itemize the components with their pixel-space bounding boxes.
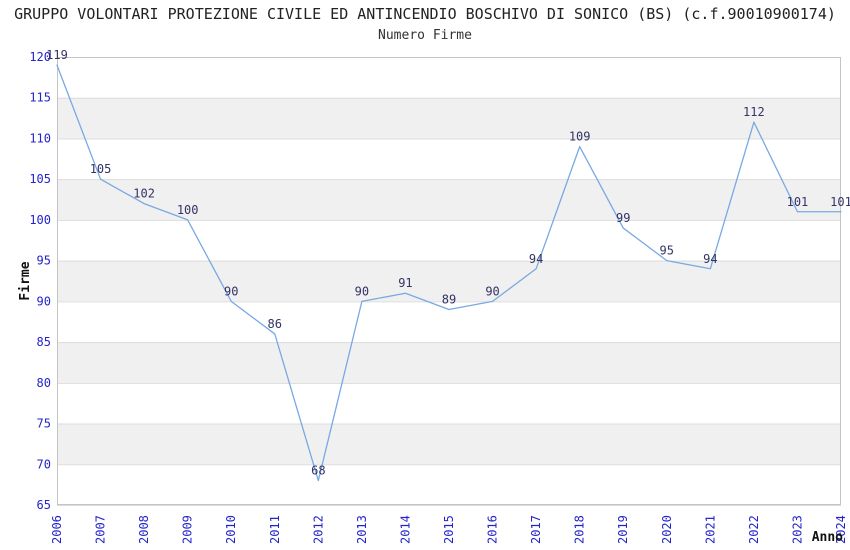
- plot-band: [57, 219, 841, 261]
- data-point-label: 91: [398, 276, 412, 290]
- plot-band: [57, 57, 841, 98]
- x-axis-title: Anno: [812, 530, 843, 545]
- y-axis-title: Firme: [18, 261, 33, 300]
- x-tick-label: 2013: [355, 515, 369, 544]
- chart-title: GRUPPO VOLONTARI PROTEZIONE CIVILE ED AN…: [14, 5, 836, 23]
- y-tick-label: 80: [37, 376, 51, 390]
- data-point-label: 95: [660, 244, 674, 258]
- y-tick-label: 120: [29, 50, 51, 64]
- plot-band: [57, 423, 841, 465]
- data-point-label: 100: [177, 203, 199, 217]
- y-tick-label: 110: [29, 131, 51, 145]
- x-tick-label: 2021: [703, 515, 717, 544]
- y-tick-label: 90: [37, 294, 51, 308]
- x-tick-label: 2019: [616, 515, 630, 544]
- plot-band: [57, 464, 841, 505]
- data-point-label: 101: [830, 195, 850, 209]
- x-tick-label: 2020: [660, 515, 674, 544]
- x-tick-label: 2012: [311, 515, 325, 544]
- y-tick-label: 100: [29, 213, 51, 227]
- x-tick-label: 2015: [442, 515, 456, 544]
- x-tick-label: 2017: [529, 515, 543, 544]
- y-tick-label: 70: [37, 457, 51, 471]
- data-point-label: 112: [743, 105, 765, 119]
- x-tick-label: 2011: [268, 515, 282, 544]
- x-tick-label: 2022: [747, 515, 761, 544]
- y-tick-label: 95: [37, 254, 51, 268]
- data-point-label: 109: [569, 130, 591, 144]
- plot-border: [57, 57, 841, 505]
- x-tick-label: 2016: [486, 515, 500, 544]
- chart-subtitle: Numero Firme: [378, 28, 472, 43]
- x-tick-label: 2018: [573, 515, 587, 544]
- data-point-label: 86: [268, 317, 282, 331]
- data-point-label: 89: [442, 293, 456, 307]
- x-tick-label: 2007: [94, 515, 108, 544]
- y-tick-label: 105: [29, 172, 51, 186]
- plot-band: [57, 382, 841, 424]
- x-tick-label: 2023: [790, 515, 804, 544]
- data-point-label: 90: [355, 284, 369, 298]
- data-point-label: 101: [787, 195, 809, 209]
- x-tick-label: 2024: [834, 515, 848, 544]
- x-tick-label: 2014: [398, 515, 412, 544]
- plot-band: [57, 97, 841, 139]
- y-tick-label: 65: [37, 498, 51, 512]
- y-tick-label: 75: [37, 417, 51, 431]
- plot-band: [57, 342, 841, 383]
- data-point-label: 94: [703, 252, 717, 266]
- plot-band: [57, 138, 841, 180]
- data-point-label: 119: [46, 48, 68, 62]
- data-point-label: 94: [529, 252, 543, 266]
- data-point-label: 68: [311, 464, 325, 478]
- plot-band: [57, 301, 841, 343]
- x-tick-label: 2006: [50, 515, 64, 544]
- y-tick-label: 85: [37, 335, 51, 349]
- series-line: [56, 64, 842, 482]
- data-point-label: 105: [90, 162, 112, 176]
- x-tick-label: 2008: [137, 515, 151, 544]
- y-tick-label: 115: [29, 91, 51, 105]
- x-tick-label: 2009: [181, 515, 195, 544]
- data-point-label: 99: [616, 211, 630, 225]
- plot-band: [57, 179, 841, 220]
- data-point-label: 90: [224, 284, 238, 298]
- x-tick-label: 2010: [224, 515, 238, 544]
- data-point-label: 102: [133, 187, 155, 201]
- data-point-label: 90: [485, 284, 499, 298]
